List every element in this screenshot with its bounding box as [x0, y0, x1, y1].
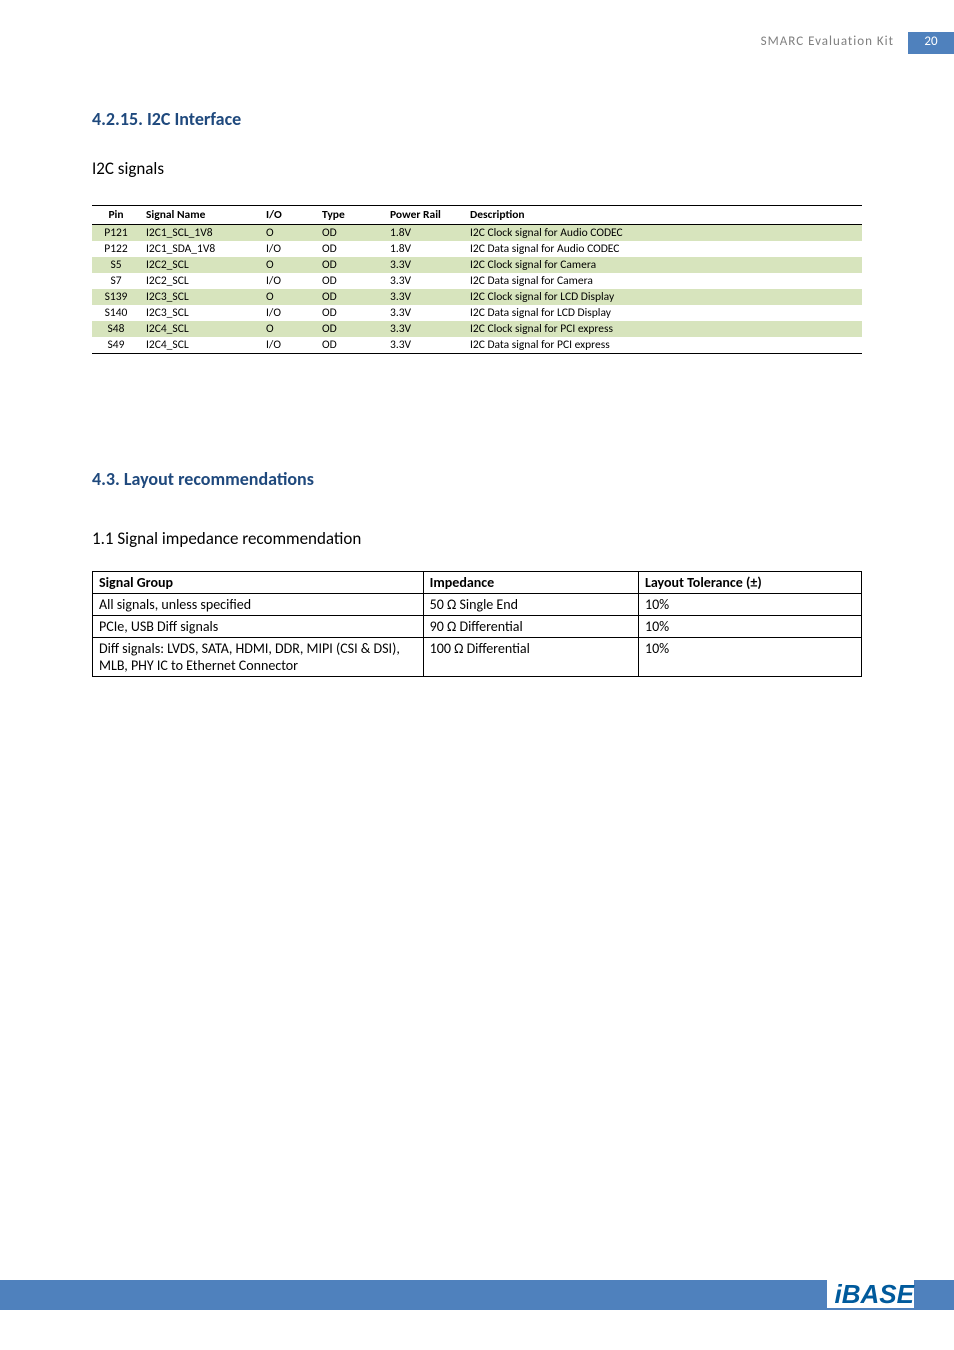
- table-row: All signals, unless specified50 Ω Single…: [93, 594, 862, 616]
- table-cell: 3.3V: [384, 337, 464, 354]
- subheading-i2c-signals: I2C signals: [92, 158, 862, 179]
- section-heading-i2c: 4.2.15. I2C Interface: [92, 108, 862, 130]
- th-type: Type: [316, 206, 384, 225]
- table-cell: O: [260, 321, 316, 337]
- table-row: P122I2C1_SDA_1V8I/OOD1.8VI2C Data signal…: [92, 241, 862, 257]
- table-cell: OD: [316, 257, 384, 273]
- table-cell: OD: [316, 305, 384, 321]
- table-cell: 3.3V: [384, 305, 464, 321]
- table-cell: I2C1_SDA_1V8: [140, 241, 260, 257]
- table-cell: S7: [92, 273, 140, 289]
- table-row: P121I2C1_SCL_1V8OOD1.8VI2C Clock signal …: [92, 225, 862, 242]
- footer-bar: [0, 1280, 954, 1310]
- table-cell: 100 Ω Differential: [423, 638, 638, 677]
- table-cell: I2C Data signal for Camera: [464, 273, 862, 289]
- table-cell: S5: [92, 257, 140, 273]
- subheading-impedance: 1.1 Signal impedance recommendation: [92, 528, 862, 549]
- table-cell: I2C4_SCL: [140, 321, 260, 337]
- table-cell: 1.8V: [384, 225, 464, 242]
- table-cell: P122: [92, 241, 140, 257]
- table-cell: I2C3_SCL: [140, 305, 260, 321]
- page-header: SMARC Evaluation Kit 20: [761, 32, 954, 54]
- table-row: Diff signals: LVDS, SATA, HDMI, DDR, MIP…: [93, 638, 862, 677]
- table-cell: All signals, unless specified: [93, 594, 424, 616]
- th-signal-group: Signal Group: [93, 572, 424, 594]
- table-cell: I2C1_SCL_1V8: [140, 225, 260, 242]
- table-row: S49I2C4_SCLI/OOD3.3VI2C Data signal for …: [92, 337, 862, 354]
- table-cell: S49: [92, 337, 140, 354]
- table-cell: I2C Data signal for LCD Display: [464, 305, 862, 321]
- table-row: S7I2C2_SCLI/OOD3.3VI2C Data signal for C…: [92, 273, 862, 289]
- table-cell: 3.3V: [384, 321, 464, 337]
- table-cell: OD: [316, 321, 384, 337]
- table-cell: Diff signals: LVDS, SATA, HDMI, DDR, MIP…: [93, 638, 424, 677]
- table-cell: OD: [316, 241, 384, 257]
- table-cell: I/O: [260, 241, 316, 257]
- table-cell: 10%: [638, 594, 861, 616]
- table-cell: PCIe, USB Diff signals: [93, 616, 424, 638]
- table-cell: 10%: [638, 616, 861, 638]
- table-cell: I2C Clock signal for Audio CODEC: [464, 225, 862, 242]
- page-number: 20: [908, 32, 954, 54]
- table-cell: I2C2_SCL: [140, 273, 260, 289]
- logo: iBASE: [827, 1280, 914, 1308]
- i2c-signals-table: Pin Signal Name I/O Type Power Rail Desc…: [92, 205, 862, 354]
- table-cell: I2C Clock signal for PCI express: [464, 321, 862, 337]
- table-row: S48I2C4_SCLOOD3.3VI2C Clock signal for P…: [92, 321, 862, 337]
- th-signal: Signal Name: [140, 206, 260, 225]
- th-impedance: Impedance: [423, 572, 638, 594]
- table-cell: I2C3_SCL: [140, 289, 260, 305]
- th-tolerance: Layout Tolerance (±): [638, 572, 861, 594]
- table-row: S5I2C2_SCLOOD3.3VI2C Clock signal for Ca…: [92, 257, 862, 273]
- table-cell: OD: [316, 289, 384, 305]
- th-pin: Pin: [92, 206, 140, 225]
- table-cell: O: [260, 289, 316, 305]
- impedance-table: Signal Group Impedance Layout Tolerance …: [92, 571, 862, 677]
- table-cell: P121: [92, 225, 140, 242]
- th-desc: Description: [464, 206, 862, 225]
- table-cell: 3.3V: [384, 289, 464, 305]
- table-cell: 1.8V: [384, 241, 464, 257]
- table-cell: O: [260, 225, 316, 242]
- table-cell: OD: [316, 273, 384, 289]
- table-cell: I2C4_SCL: [140, 337, 260, 354]
- table-cell: 90 Ω Differential: [423, 616, 638, 638]
- table-cell: OD: [316, 225, 384, 242]
- header-title: SMARC Evaluation Kit: [761, 32, 908, 54]
- table-cell: S140: [92, 305, 140, 321]
- table-cell: I/O: [260, 273, 316, 289]
- logo-text: iBASE: [835, 1279, 914, 1310]
- section-heading-layout: 4.3. Layout recommendations: [92, 468, 862, 490]
- table-cell: S48: [92, 321, 140, 337]
- table-cell: S139: [92, 289, 140, 305]
- th-io: I/O: [260, 206, 316, 225]
- table-cell: O: [260, 257, 316, 273]
- page-content: 4.2.15. I2C Interface I2C signals Pin Si…: [0, 0, 954, 677]
- table-row: S140I2C3_SCLI/OOD3.3VI2C Data signal for…: [92, 305, 862, 321]
- table-cell: I2C Clock signal for LCD Display: [464, 289, 862, 305]
- table-cell: I/O: [260, 337, 316, 354]
- table-cell: I2C Data signal for Audio CODEC: [464, 241, 862, 257]
- table-cell: 10%: [638, 638, 861, 677]
- table-cell: I/O: [260, 305, 316, 321]
- table-cell: 3.3V: [384, 257, 464, 273]
- table-cell: I2C Clock signal for Camera: [464, 257, 862, 273]
- table-cell: OD: [316, 337, 384, 354]
- table-cell: 3.3V: [384, 273, 464, 289]
- table-cell: I2C2_SCL: [140, 257, 260, 273]
- th-power: Power Rail: [384, 206, 464, 225]
- table-row: S139I2C3_SCLOOD3.3VI2C Clock signal for …: [92, 289, 862, 305]
- table-row: PCIe, USB Diff signals90 Ω Differential1…: [93, 616, 862, 638]
- table-cell: I2C Data signal for PCI express: [464, 337, 862, 354]
- table-cell: 50 Ω Single End: [423, 594, 638, 616]
